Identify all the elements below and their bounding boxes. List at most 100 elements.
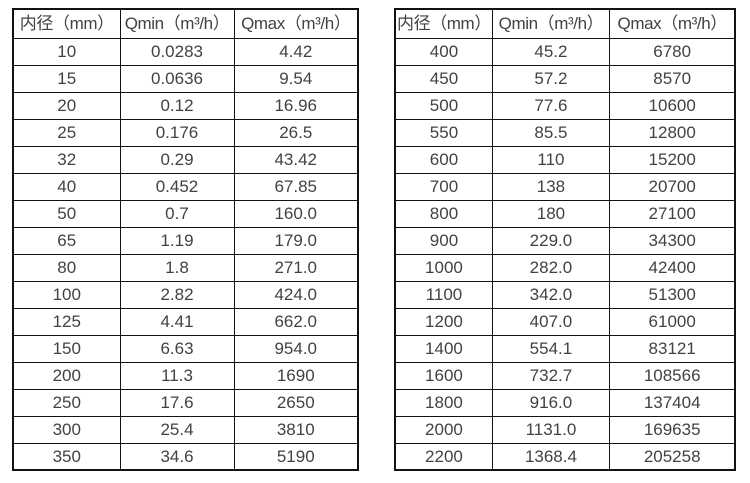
- table-row: 1000 282.0 42400: [394, 253, 736, 282]
- diameter-cell: 1100: [394, 280, 493, 309]
- table-row: 250 17.6 2650: [12, 388, 359, 417]
- qmin-cell: 77.6: [491, 91, 610, 120]
- qmax-cell: 108566: [608, 361, 736, 390]
- table-row: 2000 1131.0 169635: [394, 415, 736, 444]
- table-row: 700 138 20700: [394, 172, 736, 201]
- table-row: 25 0.176 26.5: [12, 118, 359, 147]
- qmax-cell: 61000: [608, 307, 736, 336]
- column-header: 内径（mm）: [12, 8, 121, 39]
- header-row: 内径（mm） Qmin（m³/h） Qmax（m³/h）: [12, 8, 359, 39]
- table-row: 2200 1368.4 205258: [394, 442, 736, 471]
- column-header: Qmin（m³/h）: [491, 8, 610, 39]
- table-row: 1600 732.7 108566: [394, 361, 736, 390]
- qmin-cell: 2.82: [119, 280, 235, 309]
- diameter-cell: 1600: [394, 361, 493, 390]
- column-header: 内径（mm）: [394, 8, 493, 39]
- spec-tables-container: 内径（mm） Qmin（m³/h） Qmax（m³/h） 10 0.0283 4.42 1…: [12, 8, 737, 471]
- header-row: 内径（mm） Qmin（m³/h） Qmax（m³/h）: [394, 8, 736, 39]
- qmin-cell: 407.0: [491, 307, 610, 336]
- qmin-cell: 11.3: [119, 361, 235, 390]
- diameter-cell: 600: [394, 145, 493, 174]
- table-row: 50 0.7 160.0: [12, 199, 359, 228]
- diameter-cell: 400: [394, 37, 493, 66]
- table-row: 65 1.19 179.0: [12, 226, 359, 255]
- qmax-cell: 8570: [608, 64, 736, 93]
- qmin-cell: 342.0: [491, 280, 610, 309]
- qmin-cell: 732.7: [491, 361, 610, 390]
- flow-spec-table-small-diameters: 内径（mm） Qmin（m³/h） Qmax（m³/h） 10 0.0283 4.42 1…: [12, 8, 359, 471]
- diameter-cell: 550: [394, 118, 493, 147]
- qmin-cell: 4.41: [119, 307, 235, 336]
- column-header: Qmax（m³/h）: [608, 8, 736, 39]
- table-row: 1200 407.0 61000: [394, 307, 736, 336]
- qmin-cell: 1131.0: [491, 415, 610, 444]
- qmin-cell: 282.0: [491, 253, 610, 282]
- qmin-cell: 1.8: [119, 253, 235, 282]
- diameter-cell: 40: [12, 172, 121, 201]
- qmax-cell: 20700: [608, 172, 736, 201]
- qmin-cell: 0.29: [119, 145, 235, 174]
- diameter-cell: 125: [12, 307, 121, 336]
- diameter-cell: 80: [12, 253, 121, 282]
- qmin-cell: 180: [491, 199, 610, 228]
- table-row: 200 11.3 1690: [12, 361, 359, 390]
- diameter-cell: 1800: [394, 388, 493, 417]
- diameter-cell: 800: [394, 199, 493, 228]
- qmin-cell: 0.12: [119, 91, 235, 120]
- qmax-cell: 67.85: [233, 172, 359, 201]
- qmax-cell: 160.0: [233, 199, 359, 228]
- table-row: 125 4.41 662.0: [12, 307, 359, 336]
- qmin-cell: 0.0636: [119, 64, 235, 93]
- table-row: 40 0.452 67.85: [12, 172, 359, 201]
- diameter-cell: 20: [12, 91, 121, 120]
- table-row: 550 85.5 12800: [394, 118, 736, 147]
- qmax-cell: 3810: [233, 415, 359, 444]
- diameter-cell: 2200: [394, 442, 493, 471]
- qmax-cell: 4.42: [233, 37, 359, 66]
- table-row: 32 0.29 43.42: [12, 145, 359, 174]
- qmin-cell: 916.0: [491, 388, 610, 417]
- qmin-cell: 25.4: [119, 415, 235, 444]
- table-row: 150 6.63 954.0: [12, 334, 359, 363]
- qmax-cell: 42400: [608, 253, 736, 282]
- qmax-cell: 10600: [608, 91, 736, 120]
- diameter-cell: 700: [394, 172, 493, 201]
- diameter-cell: 1200: [394, 307, 493, 336]
- qmin-cell: 0.7: [119, 199, 235, 228]
- qmin-cell: 0.452: [119, 172, 235, 201]
- diameter-cell: 250: [12, 388, 121, 417]
- table-row: 350 34.6 5190: [12, 442, 359, 471]
- table-row: 900 229.0 34300: [394, 226, 736, 255]
- diameter-cell: 150: [12, 334, 121, 363]
- qmax-cell: 179.0: [233, 226, 359, 255]
- table-row: 1800 916.0 137404: [394, 388, 736, 417]
- table-row: 450 57.2 8570: [394, 64, 736, 93]
- qmax-cell: 27100: [608, 199, 736, 228]
- qmax-cell: 137404: [608, 388, 736, 417]
- qmax-cell: 6780: [608, 37, 736, 66]
- table-row: 800 180 27100: [394, 199, 736, 228]
- table-row: 400 45.2 6780: [394, 37, 736, 66]
- qmax-cell: 1690: [233, 361, 359, 390]
- diameter-cell: 32: [12, 145, 121, 174]
- qmax-cell: 34300: [608, 226, 736, 255]
- qmax-cell: 169635: [608, 415, 736, 444]
- qmin-cell: 554.1: [491, 334, 610, 363]
- diameter-cell: 350: [12, 442, 121, 471]
- qmax-cell: 26.5: [233, 118, 359, 147]
- table-row: 600 110 15200: [394, 145, 736, 174]
- diameter-cell: 50: [12, 199, 121, 228]
- table-row: 100 2.82 424.0: [12, 280, 359, 309]
- diameter-cell: 15: [12, 64, 121, 93]
- qmax-cell: 15200: [608, 145, 736, 174]
- diameter-cell: 100: [12, 280, 121, 309]
- qmax-cell: 83121: [608, 334, 736, 363]
- qmax-cell: 9.54: [233, 64, 359, 93]
- qmin-cell: 229.0: [491, 226, 610, 255]
- qmin-cell: 138: [491, 172, 610, 201]
- qmin-cell: 6.63: [119, 334, 235, 363]
- qmax-cell: 5190: [233, 442, 359, 471]
- qmax-cell: 954.0: [233, 334, 359, 363]
- qmax-cell: 51300: [608, 280, 736, 309]
- diameter-cell: 200: [12, 361, 121, 390]
